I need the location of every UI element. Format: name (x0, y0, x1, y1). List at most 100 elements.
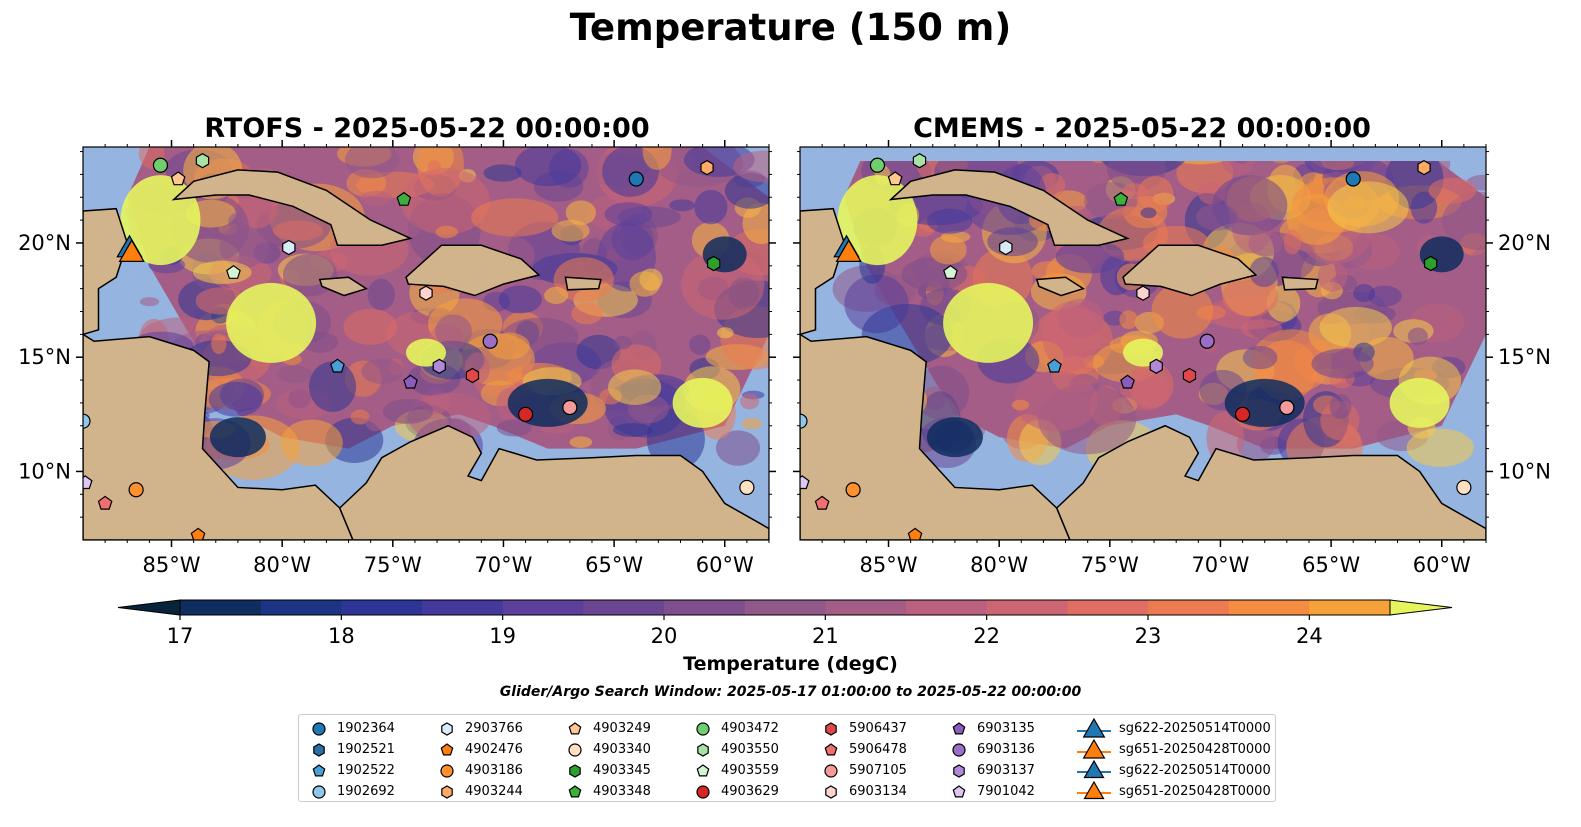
triangle-marker-icon (1077, 760, 1111, 779)
hexagon-marker-icon (441, 784, 453, 799)
marker-1902364 (628, 171, 644, 187)
legend-label: sg622-20250514T0000 (1119, 763, 1271, 778)
lon-tick-label: 70°W (474, 553, 532, 577)
legend-label: 2903766 (465, 721, 523, 736)
colorbar: 17 18 19 20 21 22 23 24 (117, 599, 1453, 648)
lat-tick-label: 10°N (1498, 459, 1551, 483)
marker-7901042 (800, 475, 810, 490)
panel-title-cmems: CMEMS - 2025-05-22 00:00:00 (913, 113, 1371, 144)
colorbar-tick-label: 18 (328, 624, 355, 648)
colorbar-tick-label: 21 (812, 624, 839, 648)
land-mass (888, 169, 1130, 246)
legend-column: 5906437 5906478 5907105 6903134 (821, 718, 907, 802)
circle-marker-icon (824, 763, 838, 778)
marker-4903186 (128, 482, 144, 498)
panel-title-rtofs: RTOFS - 2025-05-22 00:00:00 (204, 113, 650, 144)
circle-marker-icon (312, 784, 326, 799)
pentagon-marker-icon (952, 721, 966, 734)
marker-4903340 (739, 479, 755, 496)
legend-column: sg622-20250514T0000 sg651-20250428T0000 sg… (1077, 717, 1271, 802)
triangle-marker-icon (1077, 738, 1111, 759)
triangle-marker-icon (1077, 781, 1111, 800)
marker-4902476 (190, 527, 206, 540)
legend-item: 5906437 (821, 718, 907, 739)
lon-tick-label: 65°W (585, 553, 643, 577)
marker-4903244 (1417, 159, 1431, 176)
marker-1902522 (330, 358, 345, 373)
lon-tick-label: 75°W (364, 553, 422, 577)
land-mass (800, 207, 846, 336)
legend-item: 6903135 (949, 718, 1035, 739)
legend-item: 4903629 (693, 781, 779, 802)
marker-2903766 (999, 239, 1013, 256)
lon-tick-label: 85°W (143, 553, 201, 577)
marker-4903472 (152, 157, 169, 173)
hexagon-marker-icon (825, 784, 837, 799)
legend-label: 4903559 (721, 763, 779, 778)
lon-tick-label: 65°W (1302, 553, 1360, 577)
legend-column: 4903472 4903550 4903559 4903629 (693, 718, 779, 802)
legend-column: 6903135 6903136 6903137 7901042 (949, 718, 1035, 802)
marker-sg651-20250428T0000 (118, 239, 145, 262)
legend-item: 6903136 (949, 739, 1035, 760)
land-mass (1035, 276, 1086, 297)
marker-4903249 (887, 171, 903, 186)
colorbar-tick-label: 20 (651, 624, 678, 648)
colorbar-tick-label: 22 (973, 624, 1000, 648)
hexagon-marker-icon (697, 742, 709, 757)
marker-4903550 (912, 153, 927, 169)
hexagon-marker-icon (825, 721, 837, 736)
marker-1902692 (83, 413, 91, 429)
land-mass (1281, 276, 1319, 291)
marker-1902522 (1047, 358, 1062, 373)
legend-label: 4903249 (593, 721, 651, 736)
marker-4903244 (700, 159, 714, 176)
circle-marker-icon (952, 742, 966, 757)
lon-tick-label: 80°W (970, 553, 1028, 577)
marker-4903629 (517, 406, 534, 422)
lat-tick-label: 10°N (18, 459, 71, 483)
legend-label: sg651-20250428T0000 (1119, 742, 1271, 757)
marker-4903559 (226, 264, 241, 279)
lon-tick-label: 85°W (860, 553, 918, 577)
figure-title: Temperature (150 m) (569, 6, 1012, 49)
legend-label: sg622-20250514T0000 (1119, 721, 1271, 736)
colorbar-tick-label: 19 (489, 624, 516, 648)
lon-tick-label: 60°W (1413, 553, 1471, 577)
legend-item: 7901042 (949, 781, 1035, 802)
legend-label: 4903186 (465, 763, 523, 778)
legend-column: 1902364 1902521 1902522 1902692 (309, 718, 395, 802)
legend-label: 1902692 (337, 784, 395, 799)
pentagon-marker-icon (440, 742, 454, 755)
marker-5906478 (97, 495, 113, 510)
marker-4903186 (845, 482, 861, 498)
lon-tick-label: 80°W (253, 553, 311, 577)
search-window-text: Glider/Argo Search Window: 2025-05-17 01… (499, 684, 1082, 700)
marker-6903137 (432, 358, 446, 374)
legend-column: 2903766 4902476 4903186 4903244 (437, 718, 523, 802)
marker-5906478 (814, 495, 830, 510)
legend-label: 4903340 (593, 742, 651, 757)
legend-item: 6903137 (949, 760, 1035, 781)
legend-label: 7901042 (977, 784, 1035, 799)
legend-item: sg651-20250428T0000 (1077, 738, 1271, 760)
hexagon-marker-icon (569, 763, 581, 778)
legend-label: 6903136 (977, 742, 1035, 757)
legend-item: 2903766 (437, 718, 523, 739)
legend-item: 5906478 (821, 739, 907, 760)
lat-tick-label: 20°N (18, 231, 71, 255)
land-mass (564, 276, 602, 291)
circle-marker-icon (312, 721, 326, 736)
lon-tick-label: 70°W (1191, 553, 1249, 577)
legend-item: 1902521 (309, 739, 395, 760)
legend-item: 4903348 (565, 781, 651, 802)
legend-item: 4903186 (437, 760, 523, 781)
pentagon-marker-icon (568, 721, 582, 734)
legend-item: sg622-20250514T0000 (1077, 717, 1271, 739)
legend-item: 4903340 (565, 739, 651, 760)
legend-label: 6903137 (977, 763, 1035, 778)
marker-4903345 (706, 255, 721, 272)
marker-6903136 (482, 333, 498, 349)
lat-tick-label: 15°N (1498, 345, 1551, 369)
